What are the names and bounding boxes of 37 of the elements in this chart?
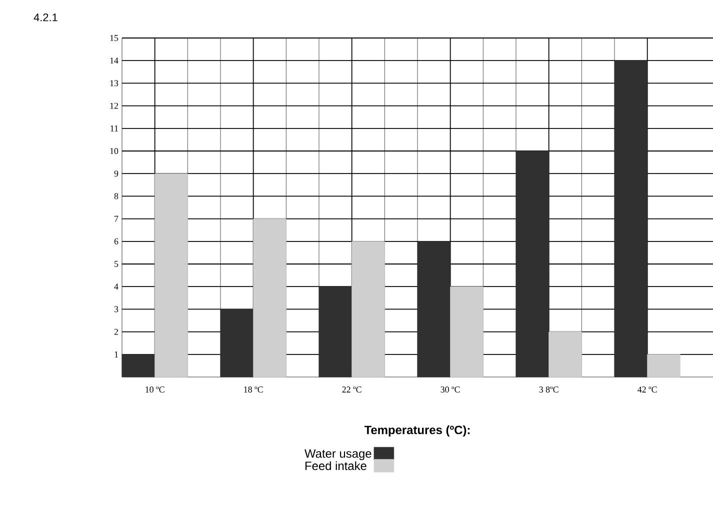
bar xyxy=(318,286,352,378)
y-tick-label: 9 xyxy=(114,170,118,177)
y-tick-label: 14 xyxy=(110,58,118,64)
legend-label: Water usage xyxy=(304,449,372,460)
bar xyxy=(614,60,648,378)
bar xyxy=(352,241,385,378)
x-axis-title: Temperatures (ºC): xyxy=(364,425,470,437)
y-tick-label: 2 xyxy=(114,328,118,335)
x-tick-label: 10 ºC xyxy=(146,386,164,393)
y-tick-label: 1 xyxy=(114,351,118,358)
y-tick-label: 8 xyxy=(114,193,118,200)
bar xyxy=(253,218,286,378)
bar xyxy=(450,286,484,378)
x-tick-label: 18 ºC xyxy=(244,386,263,393)
x-tick-label: 30 ºC xyxy=(440,386,460,393)
x-tick-label: 22 ºC xyxy=(342,386,362,393)
legend-label: Feed intake xyxy=(305,461,366,470)
x-tick-label: 42 ºC xyxy=(638,386,657,393)
y-tick-label: 3 xyxy=(114,306,118,312)
y-tick-label: 4 xyxy=(114,284,118,290)
bar xyxy=(516,150,550,378)
y-tick-label: 6 xyxy=(114,238,118,244)
y-tick-label: 11 xyxy=(110,125,118,132)
text: 4.2.1 xyxy=(34,14,58,22)
y-tick-label: 10 xyxy=(110,148,118,154)
bar xyxy=(647,354,680,378)
bar xyxy=(154,173,188,378)
y-tick-label: 13 xyxy=(110,80,118,86)
bar xyxy=(548,332,582,378)
bar xyxy=(417,241,451,378)
bar xyxy=(220,309,254,378)
y-tick-label: 15 xyxy=(110,34,118,42)
x-tick-label: 3 8ºC xyxy=(539,386,558,393)
y-tick-label: 5 xyxy=(114,261,118,267)
bar xyxy=(122,354,156,378)
y-tick-label: 12 xyxy=(110,102,118,109)
y-tick-label: 7 xyxy=(114,216,118,222)
